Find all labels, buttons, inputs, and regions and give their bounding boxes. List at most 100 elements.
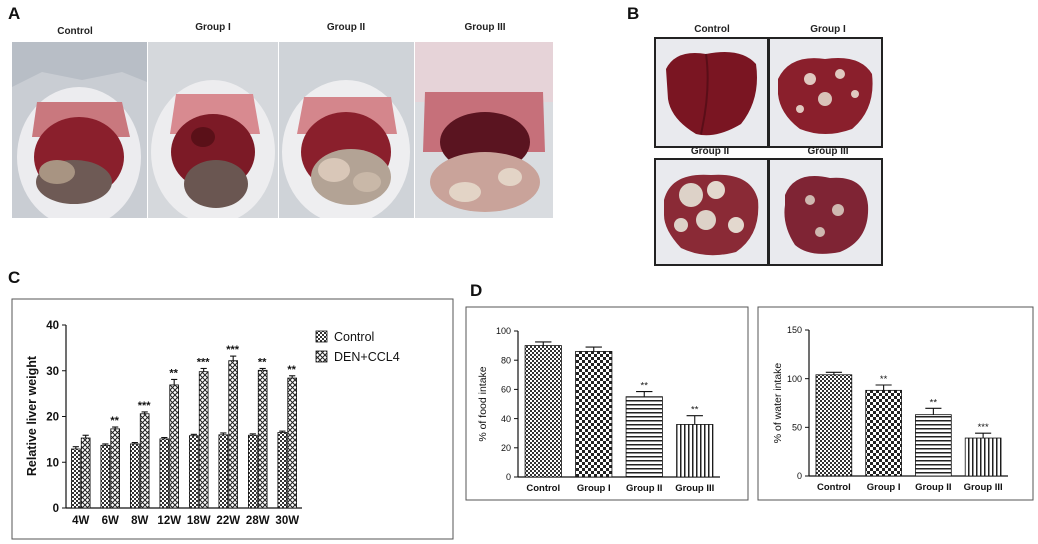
panel-letter-a: A xyxy=(8,4,21,23)
chart-c-ticks: 0 10 20 30 40 xyxy=(46,320,66,515)
chart-d2-ticks: 0 50 100 150 xyxy=(787,325,809,481)
significance-label: *** xyxy=(978,422,989,433)
y-tick-label: 30 xyxy=(46,366,59,378)
y-tick-label: 50 xyxy=(792,422,802,432)
liver-photo-control xyxy=(654,37,769,148)
y-tick-label: 20 xyxy=(501,443,511,453)
legend-label-den-ccl4: DEN+CCL4 xyxy=(334,350,400,364)
legend-swatch-control xyxy=(315,330,328,343)
rat-dissection-photo-group-i xyxy=(148,42,278,218)
x-tick-label: Group III xyxy=(964,482,1003,493)
y-tick-label: 10 xyxy=(46,457,59,469)
legend-swatch-den-ccl4 xyxy=(315,350,328,363)
y-tick-label: 100 xyxy=(787,374,802,384)
bar xyxy=(676,424,714,478)
panel-letter-d: D xyxy=(470,281,483,300)
y-tick-label: 40 xyxy=(46,320,59,332)
significance-label: ** xyxy=(169,367,178,379)
y-tick-label: 100 xyxy=(496,326,511,336)
chart-c-bars: 4W ** 6W *** 8W ** 12W *** 18W *** 22W ** 28W ** 30W xyxy=(71,344,299,527)
bar xyxy=(815,374,853,477)
significance-label: *** xyxy=(197,356,211,368)
panel-letter-b: B xyxy=(627,4,640,23)
chart-c-ylabel: Relative liver weight xyxy=(25,355,39,476)
rat-dissection-photo-control xyxy=(12,42,147,218)
bar-den-ccl4 xyxy=(287,377,298,509)
y-tick-label: 60 xyxy=(501,385,511,395)
chart-c: 0 10 20 30 40 4W ** 6W *** 8W ** 12W *** 18W *** 22W **… xyxy=(25,320,400,527)
bar-control xyxy=(100,444,111,509)
x-tick-label: Group II xyxy=(626,483,662,494)
y-tick-label: 0 xyxy=(797,471,802,481)
bar-control xyxy=(247,434,258,509)
panel-b-label-group-ii: Group II xyxy=(690,146,730,157)
chart-c-legend: Control DEN+CCL4 xyxy=(315,330,400,364)
panel-a-label-group-i: Group I xyxy=(195,22,231,33)
x-tick-label: 28W xyxy=(246,515,270,527)
x-tick-label: Group III xyxy=(675,483,714,494)
bar-control xyxy=(159,438,170,509)
liver-photo-group-i xyxy=(768,37,883,148)
bar-den-ccl4 xyxy=(169,384,180,509)
y-tick-label: 150 xyxy=(787,325,802,335)
x-tick-label: Control xyxy=(526,483,560,494)
chart-d2: 0 50 100 150 Control ** Group I ** Group II *** G… xyxy=(772,325,1008,493)
x-tick-label: Group I xyxy=(867,482,901,493)
bar xyxy=(865,389,902,477)
panel-b-label-group-iii: Group III xyxy=(807,146,849,157)
bar-den-ccl4 xyxy=(228,360,239,509)
chart-d1: 0 20 40 60 80 100 Control Group I ** Group II ** G… xyxy=(477,326,720,494)
chart-d1-ylabel: % of food intake xyxy=(477,366,489,441)
rat-dissection-photo-group-ii xyxy=(279,42,414,218)
significance-label: *** xyxy=(138,400,152,412)
chart-d2-frame xyxy=(757,306,1034,501)
bar-den-ccl4 xyxy=(80,437,91,509)
y-tick-label: 80 xyxy=(501,355,511,365)
significance-label: ** xyxy=(287,364,296,376)
x-tick-label: Group I xyxy=(577,483,611,494)
bar xyxy=(964,437,1002,477)
chart-d2-ylabel: % of water intake xyxy=(772,363,784,444)
bar xyxy=(524,345,562,478)
significance-label: ** xyxy=(930,397,938,408)
x-tick-label: 4W xyxy=(72,515,89,527)
bar xyxy=(915,414,952,477)
x-tick-label: 18W xyxy=(187,515,211,527)
panel-a-label-control: Control xyxy=(57,26,93,37)
legend-label-control: Control xyxy=(334,330,374,344)
panel-b-label-group-i: Group I xyxy=(810,24,846,35)
rat-dissection-photo-group-iii xyxy=(415,42,553,218)
x-tick-label: 22W xyxy=(216,515,240,527)
significance-label: ** xyxy=(110,415,119,427)
panel-letter-c: C xyxy=(8,268,21,287)
bar-control xyxy=(129,443,140,509)
significance-label: ** xyxy=(880,374,888,385)
significance-label: *** xyxy=(226,344,240,356)
x-tick-label: Control xyxy=(817,482,851,493)
y-tick-label: 0 xyxy=(53,503,59,515)
x-tick-label: Group II xyxy=(915,482,951,493)
liver-photo-group-ii xyxy=(654,158,769,266)
x-tick-label: 30W xyxy=(275,515,299,527)
chart-d1-ticks: 0 20 40 60 80 100 xyxy=(496,326,518,482)
y-tick-label: 40 xyxy=(501,414,511,424)
bar-control xyxy=(277,432,288,509)
significance-label: ** xyxy=(641,381,649,392)
x-tick-label: 12W xyxy=(157,515,181,527)
significance-label: ** xyxy=(691,405,699,416)
chart-d2-bars: Control ** Group I ** Group II *** Group III xyxy=(815,371,1003,493)
chart-d1-bars: Control Group I ** Group II ** Group III xyxy=(524,341,714,494)
bar-control xyxy=(71,448,81,509)
bar-den-ccl4 xyxy=(110,428,121,509)
y-tick-label: 0 xyxy=(506,472,511,482)
bar-den-ccl4 xyxy=(198,371,209,509)
bar-den-ccl4 xyxy=(139,413,150,509)
panel-b-label-control: Control xyxy=(694,24,730,35)
bar-den-ccl4 xyxy=(257,369,268,509)
x-tick-label: 8W xyxy=(131,515,148,527)
x-tick-label: 6W xyxy=(102,515,119,527)
chart-c-frame xyxy=(11,298,454,540)
bar xyxy=(575,351,613,478)
panel-a-label-group-iii: Group III xyxy=(464,22,506,33)
